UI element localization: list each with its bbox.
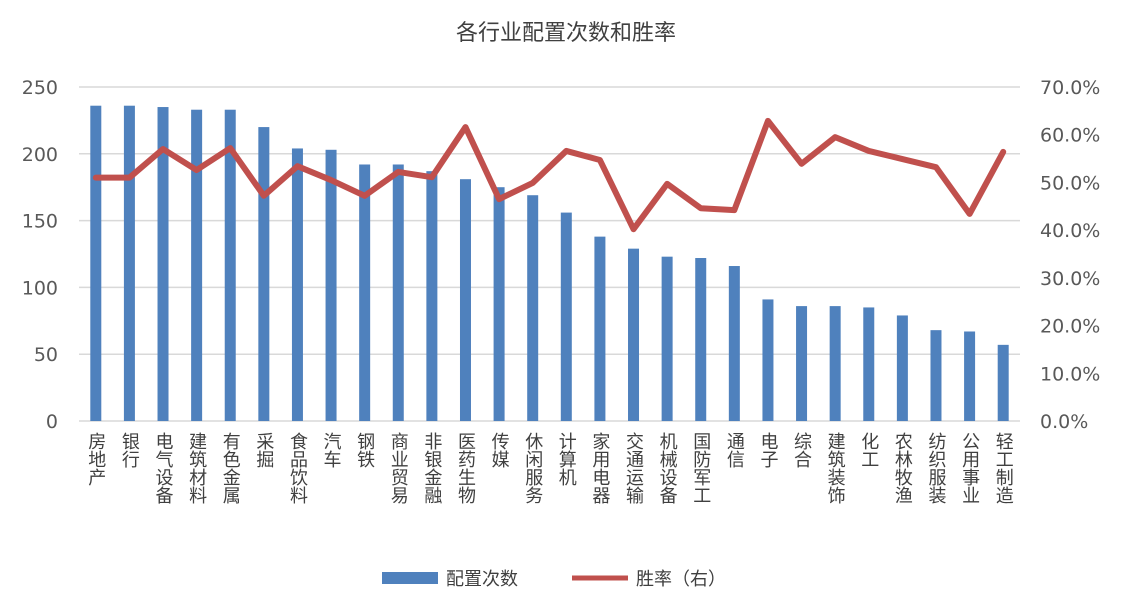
left-tick-label: 150: [22, 211, 58, 233]
right-tick-label: 40.0%: [1040, 220, 1100, 242]
category-label: 电子: [757, 432, 778, 468]
bar-series: [90, 105, 1009, 422]
bar: [359, 164, 371, 421]
win-rate-line: [92, 117, 1007, 233]
bar: [527, 195, 539, 421]
category-labels: 房地产 银行 电气设备 建筑材料 有色金属 采掘 食品饮料 汽车 钢铁 商业贸易 非银金融 医药生物传…: [85, 432, 1013, 505]
bar: [157, 107, 169, 421]
bar: [628, 248, 640, 421]
right-tick-label: 20.0%: [1040, 316, 1100, 338]
legend-line-label: 胜率（右）: [636, 569, 726, 590]
category-label: 公用事业: [959, 432, 980, 504]
bar: [459, 179, 471, 421]
gridlines: [79, 86, 1020, 422]
legend: 配置次数 胜率（右）: [382, 569, 726, 590]
chart-title: 各行业配置次数和胜率: [456, 21, 676, 46]
bar: [560, 212, 572, 421]
bar: [426, 171, 438, 421]
category-label: 通信: [724, 432, 745, 468]
category-label: 食品饮料: [287, 432, 308, 504]
bar: [796, 306, 808, 421]
left-tick-label: 50: [34, 344, 58, 366]
left-tick-label: 0: [46, 411, 58, 433]
category-label: 农林牧渔: [892, 432, 913, 504]
right-tick-label: 70.0%: [1040, 77, 1100, 99]
left-tick-label: 200: [22, 144, 58, 166]
right-tick-label: 50.0%: [1040, 172, 1100, 194]
bar: [695, 258, 707, 421]
category-label: 休闲服务: [522, 432, 543, 504]
category-label: 银行: [119, 432, 140, 468]
bar: [392, 164, 404, 421]
bar: [90, 105, 102, 421]
bar: [493, 187, 505, 421]
category-label: 化工: [858, 432, 879, 468]
right-tick-label: 10.0%: [1040, 363, 1100, 385]
left-tick-label: 250: [22, 77, 58, 99]
category-label: 钢铁: [354, 432, 375, 468]
category-label: 汽车: [321, 432, 342, 468]
line-series: [92, 117, 1007, 233]
category-label: 有色金属: [220, 432, 241, 504]
category-label: 轻工制造: [993, 432, 1014, 504]
bar: [762, 299, 774, 421]
right-tick-label: 0.0%: [1040, 411, 1088, 433]
bar: [728, 266, 740, 421]
category-label: 建筑装饰: [825, 432, 846, 504]
category-label: 电气设备: [153, 432, 174, 504]
category-label: 商业贸易: [388, 432, 409, 505]
bar: [997, 344, 1009, 421]
bar: [291, 148, 303, 421]
category-label: 计算机: [556, 432, 577, 486]
right-axis: 0.0% 10.0% 20.0% 30.0% 40.0% 50.0% 60.0% 70.0%: [1040, 77, 1100, 433]
category-label: 医药生物: [455, 432, 476, 504]
bar: [964, 331, 976, 421]
category-label: 国防军工: [690, 432, 711, 504]
category-label: 交通运输: [623, 432, 644, 505]
bar: [829, 306, 841, 421]
left-tick-label: 100: [22, 277, 58, 299]
bar: [325, 149, 337, 422]
right-tick-label: 60.0%: [1040, 125, 1100, 147]
category-label: 建筑材料: [186, 432, 207, 504]
category-label: 采掘: [253, 432, 274, 468]
category-label: 家用电器: [589, 432, 610, 504]
bar: [594, 236, 606, 421]
category-label: 纺织服装: [925, 432, 946, 504]
bar: [258, 127, 270, 421]
category-label: 房地产: [85, 432, 106, 486]
legend-bar-swatch: [382, 572, 438, 584]
bar: [896, 315, 908, 421]
category-label: 传媒: [489, 432, 510, 468]
bar: [863, 307, 875, 421]
category-label: 机械设备: [657, 432, 678, 504]
right-tick-label: 30.0%: [1040, 268, 1100, 290]
bar: [123, 105, 135, 421]
legend-bar-label: 配置次数: [446, 569, 518, 590]
bar: [661, 256, 673, 421]
bar: [224, 109, 236, 421]
category-label: 综合: [791, 432, 812, 468]
left-axis: 0 50 100 150 200 250: [22, 77, 58, 433]
bar: [191, 109, 203, 421]
category-label: 非银金融: [421, 432, 442, 504]
bar: [930, 330, 942, 421]
